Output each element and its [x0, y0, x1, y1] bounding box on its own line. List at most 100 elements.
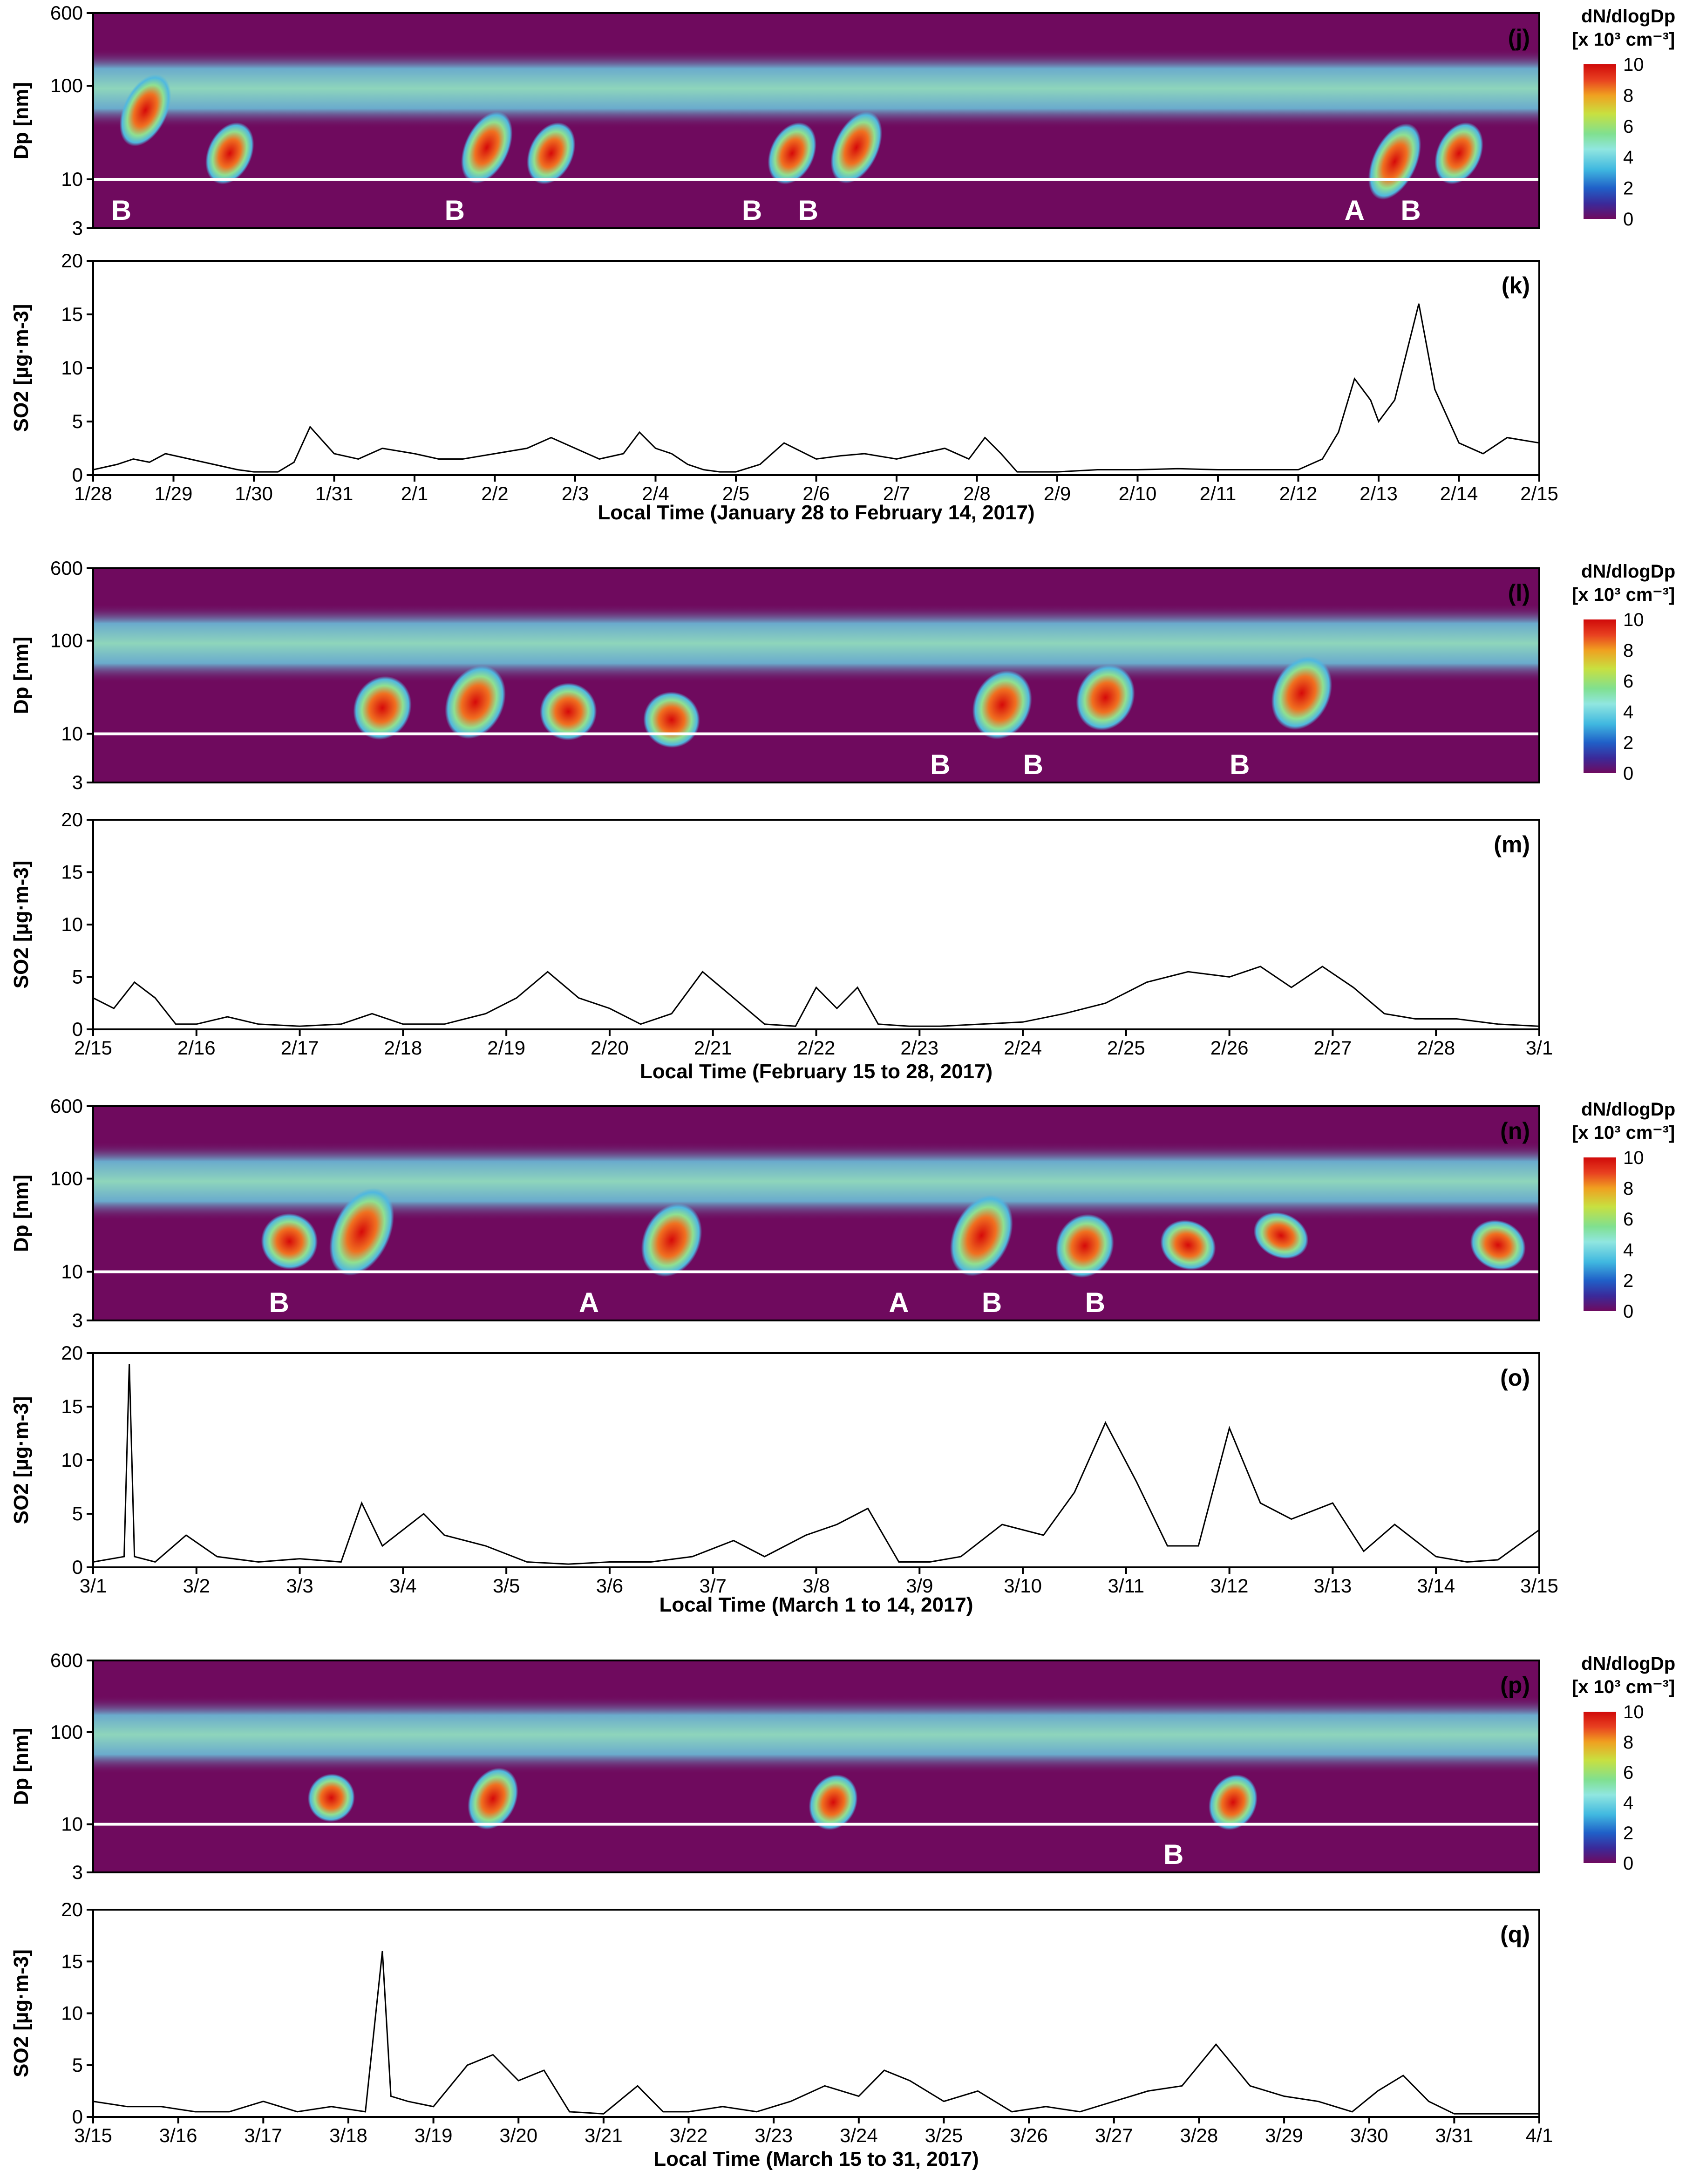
x-tick-label: 2/13 [1360, 483, 1398, 504]
growth-event-mark [1434, 122, 1483, 184]
x-tick-label: 1/31 [315, 483, 354, 504]
growth-event-mark [468, 1768, 518, 1830]
colorbar-tick-label: 2 [1623, 178, 1633, 199]
x-tick-label: 2/7 [883, 483, 910, 504]
x-tick-label: 2/16 [177, 1037, 216, 1059]
growth-event-mark [809, 1774, 858, 1830]
x-tick-label: 3/8 [802, 1575, 829, 1597]
growth-event-mark [119, 74, 171, 147]
x-tick-label: 3/30 [1350, 2124, 1388, 2146]
event-label: A [579, 1287, 599, 1318]
colorbar-tick-label: 0 [1623, 1301, 1633, 1322]
x-tick-label: 3/11 [1108, 1575, 1145, 1597]
so2-series-line [93, 966, 1540, 1027]
y-tick-label: 3 [72, 1309, 83, 1331]
event-label: A [1345, 195, 1365, 226]
growth-event-mark [307, 1774, 355, 1822]
colorbar-units: [x 10³ cm⁻³] [1572, 585, 1675, 605]
colorbar-tick-label: 10 [1623, 54, 1644, 75]
x-tick-label: 3/9 [906, 1575, 933, 1597]
x-tick-label: 2/21 [694, 1037, 732, 1059]
event-label: B [1085, 1287, 1105, 1318]
panel-label: (k) [1502, 272, 1530, 299]
event-label: B [798, 195, 818, 226]
x-tick-label: 3/21 [585, 2124, 623, 2146]
event-label: B [1230, 749, 1250, 780]
growth-event-mark [1055, 1214, 1114, 1278]
panel-label: (n) [1500, 1118, 1530, 1144]
x-tick-label: 2/17 [281, 1037, 319, 1059]
psd-frame [92, 567, 1540, 783]
y-tick-label: 0 [72, 2106, 83, 2128]
x-tick-label: 2/25 [1107, 1037, 1145, 1059]
so2-panel: 20 15 10 5 01/28 1/29 1/30 1/31 2/1 2/2 2/3 2/4 2/5 2… [10, 250, 1558, 524]
colorbar [1584, 619, 1616, 773]
x-tick-label: 3/15 [1520, 1575, 1558, 1597]
accumulation-mode-band [93, 1142, 1539, 1221]
colorbar-tick-label: 6 [1623, 671, 1633, 692]
colorbar-tick-label: 4 [1623, 147, 1633, 168]
colorbar-tick-label: 10 [1623, 1702, 1644, 1722]
x-tick-label: 2/24 [1004, 1037, 1042, 1059]
x-tick-label: 1/28 [74, 483, 112, 504]
y-tick-label: 3 [72, 217, 83, 239]
x-axis-label: Local Time (January 28 to February 14, 2… [598, 501, 1034, 524]
psd-frame [92, 1105, 1540, 1321]
x-tick-label: 2/5 [722, 483, 749, 504]
x-tick-label: 3/5 [493, 1575, 520, 1597]
so2-series-line [93, 1363, 1540, 1565]
x-tick-label: 3/1 [1526, 1037, 1553, 1059]
y-tick-label: 5 [72, 2054, 83, 2076]
colorbar [1584, 64, 1616, 219]
x-tick-label: 3/13 [1314, 1575, 1352, 1597]
x-tick-label: 2/15 [1520, 483, 1558, 504]
growth-event-mark [1209, 1774, 1258, 1830]
x-tick-label: 2/27 [1314, 1037, 1352, 1059]
y-tick-label: 20 [61, 809, 83, 830]
event-label: B [445, 195, 465, 226]
growth-event-mark [1470, 1220, 1526, 1270]
panel-label: (m) [1494, 831, 1530, 857]
event-label: B [1400, 195, 1421, 226]
colorbar-title: dN/dlogDp [1581, 6, 1675, 27]
panel-label: (q) [1500, 1921, 1530, 1947]
colorbar-title: dN/dlogDp [1581, 561, 1675, 582]
so2-panel: 20 15 10 5 02/15 2/16 2/17 2/18 2/19 2/20 2/21 2/22… [10, 809, 1553, 1083]
x-axis-label: Local Time (February 15 to 28, 2017) [640, 1060, 993, 1083]
event-label: A [889, 1287, 909, 1318]
so2-y-axis-label: SO2 [µg·m-3] [10, 304, 33, 432]
y-tick-label: 10 [61, 2002, 83, 2024]
y-tick-label: 10 [61, 1260, 83, 1282]
colorbar [1584, 1157, 1616, 1311]
y-tick-label: 0 [72, 464, 83, 486]
so2-y-axis-label: SO2 [µg·m-3] [10, 1396, 33, 1524]
growth-event-mark [527, 122, 576, 184]
x-tick-label: 3/3 [286, 1575, 313, 1597]
colorbar-tick-label: 6 [1623, 1762, 1633, 1783]
y-tick-label: 10 [61, 357, 83, 379]
colorbar-tick-label: 2 [1623, 1271, 1633, 1291]
y-tick-label: 600 [50, 557, 83, 579]
colorbar-tick-label: 2 [1623, 733, 1633, 753]
so2-y-axis-label: SO2 [µg·m-3] [10, 861, 33, 989]
x-tick-label: 3/16 [159, 2124, 197, 2146]
x-tick-label: 3/26 [1010, 2124, 1048, 2146]
x-tick-label: 2/9 [1044, 483, 1071, 504]
x-tick-label: 3/10 [1004, 1575, 1042, 1597]
x-tick-label: 3/17 [244, 2124, 282, 2146]
growth-event-mark [540, 683, 597, 741]
x-tick-label: 1/29 [155, 483, 193, 504]
x-tick-label: 3/23 [755, 2124, 793, 2146]
x-tick-label: 3/29 [1265, 2124, 1303, 2146]
panel-label: (p) [1500, 1672, 1530, 1698]
y-tick-label: 100 [50, 1168, 83, 1190]
so2-panel: 20 15 10 5 03/1 3/2 3/3 3/4 3/5 3/6 3/7 3/8 3/9 3/10 3… [10, 1342, 1558, 1616]
x-tick-label: 2/12 [1279, 483, 1318, 504]
so2-panel: 20 15 10 5 03/15 3/16 3/17 3/18 3/19 3/20 3/21 3/22… [10, 1898, 1553, 2170]
y-tick-label: 20 [61, 1898, 83, 1920]
colorbar-tick-label: 8 [1623, 1732, 1633, 1753]
psd-frame [92, 12, 1540, 229]
x-tick-label: 2/1 [401, 483, 428, 504]
